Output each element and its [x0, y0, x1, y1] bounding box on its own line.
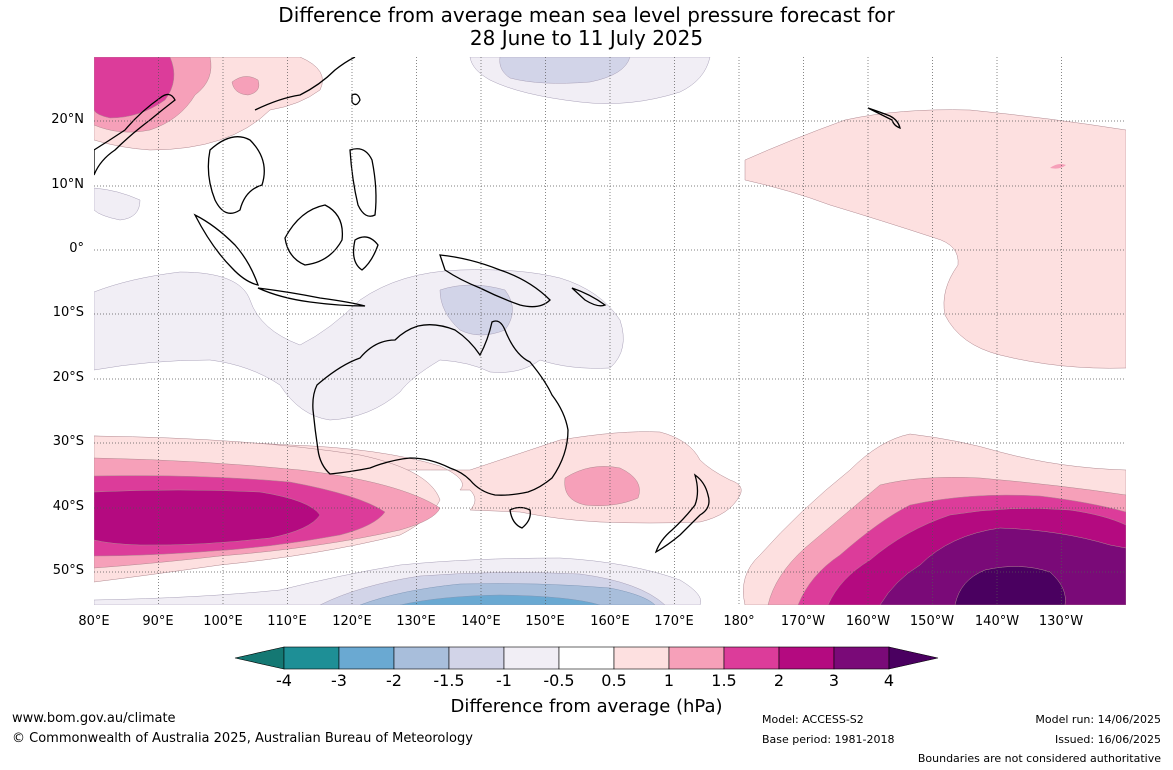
colorbar-swatch [503, 646, 560, 670]
lon-label: 150°E [525, 614, 565, 629]
colorbar-tick-label: 1 [663, 671, 675, 690]
lon-label: 120°E [332, 614, 372, 629]
colorbar-tick-label: 1.5 [711, 671, 737, 690]
colorbar-swatch [338, 646, 395, 670]
colorbar-swatch [393, 646, 450, 670]
colorbar [234, 646, 939, 670]
title-line-2: 28 June to 11 July 2025 [469, 26, 704, 50]
lon-label: 170°E [654, 614, 694, 629]
anomaly-region-nw-small [231, 76, 260, 96]
colorbar-title: Difference from average (hPa) [450, 696, 723, 717]
new-zealand-coastline [654, 473, 710, 554]
colorbar-swatch [283, 646, 340, 670]
map-title: Difference from average mean sea level p… [0, 4, 1173, 50]
colorbar-tick-label: -3 [331, 671, 347, 690]
anomaly-region-east-light [744, 109, 1126, 369]
lon-label: 160°E [590, 614, 630, 629]
lat-label: 0° [69, 241, 84, 256]
colorbar-extend-high [888, 646, 939, 670]
colorbar-tick-label: -1 [496, 671, 512, 690]
colorbar-tick-label: -2 [386, 671, 402, 690]
colorbar-tick-label: -4 [276, 671, 292, 690]
taiwan-coastline [351, 93, 361, 106]
china-coastline [254, 57, 356, 111]
boundary-disclaimer: Boundaries are not considered authoritat… [917, 752, 1161, 765]
colorbar-swatch [448, 646, 505, 670]
lon-label: 130°E [396, 614, 436, 629]
hawaii-coastline [867, 107, 901, 129]
anomaly-region-sw-stronger [94, 489, 321, 546]
colorbar-swatch [558, 646, 615, 670]
title-line-1: Difference from average mean sea level p… [278, 3, 895, 27]
colorbar-swatch [778, 646, 835, 670]
lat-label: 10°N [51, 177, 84, 192]
lat-label: 10°S [52, 305, 84, 320]
colorbar-tick-label: 0.5 [601, 671, 627, 690]
lat-label: 20°N [51, 112, 84, 127]
colorbar-swatch [613, 646, 670, 670]
website-link[interactable]: www.bom.gov.au/climate [12, 711, 176, 726]
base-period: Base period: 1981-2018 [762, 733, 895, 746]
lon-label: 110°E [267, 614, 307, 629]
lon-label: 160°W [845, 614, 891, 629]
colorbar-tick-label: 4 [883, 671, 895, 690]
lon-label: 100°E [203, 614, 243, 629]
issued-date: Issued: 16/06/2025 [1054, 733, 1161, 746]
colorbar-tick-label: -1.5 [433, 671, 465, 690]
lon-label: 90°E [142, 614, 174, 629]
lon-label: 150°W [909, 614, 955, 629]
lon-label: 130°W [1038, 614, 1084, 629]
philippines-coastline [349, 148, 377, 217]
sulawesi-coastline [352, 236, 379, 271]
copyright-notice: © Commonwealth of Australia 2025, Austra… [12, 731, 473, 746]
lat-label: 40°S [52, 499, 84, 514]
australia-coastline [312, 320, 569, 496]
graticule [94, 57, 1126, 605]
model-name: Model: ACCESS-S2 [762, 713, 864, 726]
anomaly-region-north-neg [499, 57, 631, 84]
colorbar-tick-label: -0.5 [543, 671, 575, 690]
new-guinea-coastline [439, 254, 551, 308]
coastlines [94, 57, 901, 554]
lat-label: 30°S [52, 434, 84, 449]
anomaly-region-south-neg-strong [399, 594, 601, 605]
lat-label: 50°S [52, 563, 84, 578]
solomon-islands-coastline [571, 287, 607, 307]
anomaly-region-se-deeper [879, 527, 1126, 605]
anomaly-region-west-neg-small [94, 187, 141, 221]
borneo-coastline [284, 204, 344, 266]
colorbar-tick-label: 3 [828, 671, 840, 690]
colorbar-swatch [668, 646, 725, 670]
lon-label: 80°E [78, 614, 110, 629]
indochina-coastline [207, 136, 265, 214]
anomaly-region-east-small [1050, 164, 1066, 169]
colorbar-tick-label: 2 [773, 671, 785, 690]
tasmania-coastline [509, 506, 531, 529]
sumatra-coastline [193, 213, 260, 286]
colorbar-extend-low [234, 646, 285, 670]
lat-label: 20°S [52, 370, 84, 385]
lon-label: 140°E [461, 614, 501, 629]
lon-label: 170°W [780, 614, 826, 629]
anomaly-region-tasman [564, 466, 640, 506]
anomaly-region-se-deepest [954, 566, 1066, 605]
colorbar-swatch [723, 646, 780, 670]
model-run-date: Model run: 14/06/2025 [1035, 713, 1161, 726]
lon-label: 140°W [974, 614, 1020, 629]
colorbar-swatch [833, 646, 890, 670]
java-coastline [257, 287, 366, 307]
lon-label: 180° [723, 614, 755, 629]
india-coastline [94, 93, 176, 176]
